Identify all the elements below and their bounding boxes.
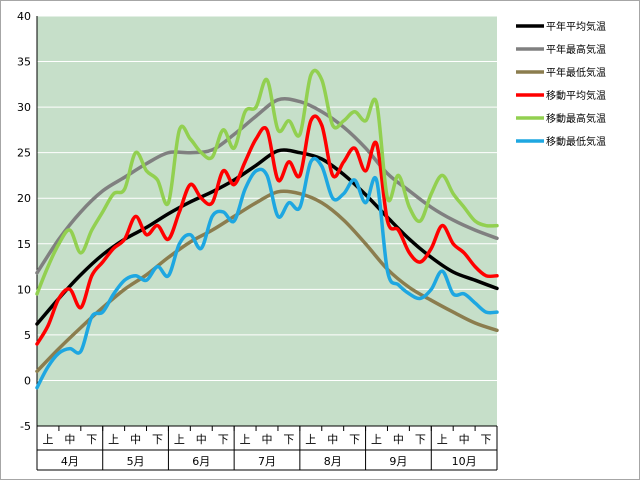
legend-label: 平年最高気温 <box>546 43 606 56</box>
month-label: 9月 <box>389 455 407 468</box>
legend-label: 移動平均気温 <box>546 89 606 102</box>
series-line-4 <box>35 114 499 346</box>
y-tick-label: 40 <box>17 10 31 23</box>
series-line-2 <box>35 97 499 275</box>
month-label: 6月 <box>192 455 210 468</box>
legend-label: 移動最低気温 <box>546 135 606 148</box>
x-tick-label: 下 <box>481 433 492 446</box>
series-line-6 <box>35 156 499 390</box>
x-tick-label: 上 <box>174 433 185 446</box>
y-tick-label: 0 <box>24 374 31 387</box>
x-tick-label: 下 <box>283 433 294 446</box>
y-tick-label: 30 <box>17 101 31 114</box>
x-tick-label: 中 <box>130 433 141 446</box>
x-tick-label: 下 <box>152 433 163 446</box>
plot-area <box>37 16 497 426</box>
x-tick-label: 中 <box>393 433 404 446</box>
x-tick-label: 上 <box>108 433 119 446</box>
x-tick-label: 中 <box>459 433 470 446</box>
x-tick-label: 中 <box>196 433 207 446</box>
x-tick-label: 中 <box>262 433 273 446</box>
x-tick-label: 下 <box>86 433 97 446</box>
series-line-5 <box>35 68 499 296</box>
series-line-3 <box>35 189 499 374</box>
legend-label: 平年平均気温 <box>546 20 606 33</box>
series-group <box>35 68 499 390</box>
x-tick-label: 中 <box>327 433 338 446</box>
x-tick-label: 上 <box>371 433 382 446</box>
x-tick-label: 上 <box>437 433 448 446</box>
x-tick-label: 上 <box>240 433 251 446</box>
month-label: 8月 <box>324 455 342 468</box>
x-tick-label: 上 <box>305 433 316 446</box>
y-tick-label: -5 <box>20 420 31 433</box>
y-tick-label: 5 <box>24 329 31 342</box>
x-tick-label: 中 <box>64 433 75 446</box>
month-label: 4月 <box>61 455 79 468</box>
month-label: 5月 <box>127 455 145 468</box>
x-tick-label: 下 <box>415 433 426 446</box>
legend-label: 平年最低気温 <box>546 66 606 79</box>
x-tick-label: 下 <box>349 433 360 446</box>
y-tick-label: 35 <box>17 56 31 69</box>
x-tick-label: 下 <box>218 433 229 446</box>
month-label: 7月 <box>258 455 276 468</box>
legend-label: 移動最高気温 <box>546 112 606 125</box>
month-label: 10月 <box>452 455 477 468</box>
x-tick-label: 上 <box>42 433 53 446</box>
y-tick-label: 25 <box>17 147 31 160</box>
y-tick-label: 10 <box>17 283 31 296</box>
y-tick-label: 15 <box>17 238 31 251</box>
y-tick-label: 20 <box>17 192 31 205</box>
